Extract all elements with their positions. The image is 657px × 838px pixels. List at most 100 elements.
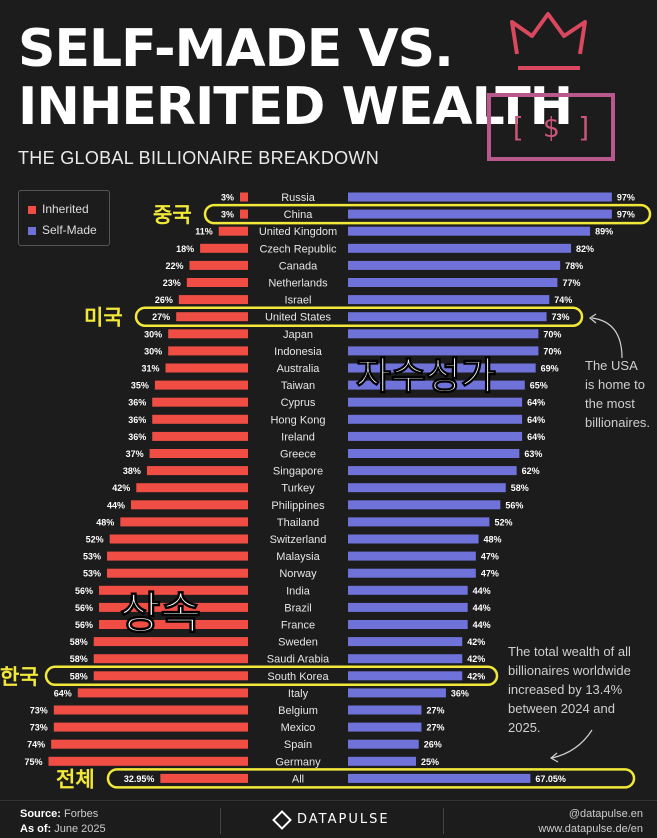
category-label-greece: Greece: [280, 449, 316, 461]
bar-inherited-china: [240, 209, 248, 219]
highlight-box-all: [106, 768, 636, 789]
value-label-self-made-thailand: 52%: [494, 517, 512, 527]
value-label-inherited-cyprus: 36%: [128, 398, 146, 408]
total-note-line-2: billionaires worldwide: [508, 663, 631, 678]
bar-inherited-hong-kong: [152, 414, 248, 424]
legend-item-inherited: Inherited: [28, 202, 89, 216]
category-label-cyprus: Cyprus: [281, 397, 316, 409]
bar-self-made-brazil: [348, 602, 468, 612]
value-label-self-made-united-kingdom: 89%: [595, 227, 613, 237]
value-label-self-made-japan: 70%: [543, 329, 561, 339]
bar-self-made-switzerland: [348, 534, 479, 544]
value-label-self-made-russia: 97%: [617, 193, 635, 203]
annotation-inherited-big: 상속: [120, 588, 201, 639]
footer-website[interactable]: www.datapulse.de/en: [538, 823, 643, 835]
bar-self-made-indonesia: [348, 346, 539, 356]
bar-self-made-india: [348, 585, 468, 595]
value-label-self-made-united-states: 73%: [552, 312, 570, 322]
bar-inherited-india: [99, 585, 248, 595]
value-label-self-made-greece: 63%: [524, 449, 542, 459]
value-label-inherited-netherlands: 23%: [163, 278, 181, 288]
brand-name: DATAPULSE: [297, 812, 390, 827]
category-label-singapore: Singapore: [273, 466, 323, 478]
value-label-self-made-brazil: 44%: [473, 603, 491, 613]
value-label-self-made-saudi-arabia: 42%: [467, 654, 485, 664]
total-note-line-4: between 2024 and: [508, 701, 615, 716]
annotation-china: 중국: [153, 203, 192, 227]
value-label-inherited-norway: 53%: [83, 569, 101, 579]
bar-self-made-united-kingdom: [348, 226, 591, 236]
category-label-all: All: [292, 773, 304, 785]
bar-self-made-czech-republic: [348, 243, 572, 253]
bar-self-made-china: [348, 209, 612, 219]
value-label-self-made-china: 97%: [617, 210, 635, 220]
bar-inherited-japan: [168, 329, 248, 339]
footer-asof-label: As of:: [20, 823, 52, 835]
value-label-inherited-spain: 74%: [27, 740, 45, 750]
bar-inherited-israel: [178, 295, 248, 305]
total-note-line-1: The total wealth of all: [508, 644, 631, 659]
category-label-turkey: Turkey: [281, 483, 315, 495]
usa-note-line-3: the most: [585, 396, 635, 411]
footer-source: Source: Forbes: [20, 808, 98, 820]
bar-inherited-netherlands: [186, 278, 248, 287]
annotation-self-made-big: 자수성가: [356, 354, 496, 398]
value-label-self-made-italy: 36%: [451, 688, 469, 698]
bar-self-made-france: [348, 620, 468, 629]
bar-inherited-south-korea: [93, 671, 248, 681]
value-label-inherited-hong-kong: 36%: [128, 415, 146, 425]
legend-label-inherited: Inherited: [42, 202, 89, 216]
value-label-inherited-france: 56%: [75, 620, 93, 630]
value-label-self-made-ireland: 64%: [527, 432, 545, 442]
bar-self-made-united-states: [348, 312, 547, 322]
value-label-inherited-italy: 64%: [54, 688, 72, 698]
bar-self-made-thailand: [348, 517, 490, 527]
bar-inherited-cyprus: [152, 397, 248, 407]
bar-self-made-italy: [348, 688, 446, 698]
bar-inherited-mexico: [53, 722, 248, 732]
value-label-self-made-malaysia: 47%: [481, 552, 499, 562]
value-label-inherited-south-korea: 58%: [70, 671, 88, 681]
bar-inherited-norway: [107, 568, 249, 578]
category-label-norway: Norway: [279, 568, 317, 580]
footer-handle[interactable]: @datapulse.en: [568, 808, 643, 820]
bar-inherited-singapore: [146, 466, 248, 476]
value-label-inherited-taiwan: 35%: [131, 381, 149, 391]
value-label-inherited-saudi-arabia: 58%: [70, 654, 88, 664]
bar-inherited-united-kingdom: [218, 226, 248, 236]
bar-inherited-australia: [165, 363, 248, 373]
bar-self-made-malaysia: [348, 551, 476, 561]
usa-note-arrow: [591, 317, 623, 359]
bar-inherited-all: [160, 773, 248, 783]
category-label-china: China: [284, 209, 314, 221]
footer-as-of: As of: June 2025: [20, 823, 106, 835]
value-label-inherited-united-kingdom: 11%: [195, 227, 213, 237]
bar-self-made-hong-kong: [348, 414, 523, 424]
usa-note-line-4: billionaires.: [585, 415, 650, 430]
title-line-2: INHERITED WEALTH: [18, 77, 573, 137]
bar-self-made-singapore: [348, 466, 517, 476]
category-label-spain: Spain: [284, 739, 312, 751]
category-label-taiwan: Taiwan: [281, 380, 315, 392]
footer-source-value: Forbes: [64, 808, 99, 820]
value-label-inherited-united-states: 27%: [152, 312, 170, 322]
value-label-inherited-thailand: 48%: [96, 517, 114, 527]
value-label-inherited-switzerland: 52%: [86, 535, 104, 545]
value-label-self-made-turkey: 58%: [511, 483, 529, 493]
value-label-inherited-china: 3%: [221, 210, 234, 220]
bar-inherited-indonesia: [168, 346, 248, 356]
bar-self-made-sweden: [348, 637, 463, 647]
value-label-inherited-israel: 26%: [155, 295, 173, 305]
bar-inherited-italy: [77, 688, 248, 698]
title-line-1: SELF-MADE VS.: [18, 19, 454, 79]
value-label-inherited-greece: 37%: [126, 449, 144, 459]
value-label-self-made-sweden: 42%: [467, 637, 485, 647]
footer-asof-value: June 2025: [54, 823, 106, 835]
value-label-self-made-all: 67.05%: [535, 774, 566, 784]
crown-icon: [510, 12, 587, 70]
highlight-box-south-korea: [44, 665, 499, 687]
value-label-self-made-south-korea: 42%: [467, 671, 485, 681]
bar-self-made-russia: [348, 192, 612, 202]
category-label-india: India: [286, 585, 311, 597]
bar-inherited-united-states: [176, 312, 248, 322]
